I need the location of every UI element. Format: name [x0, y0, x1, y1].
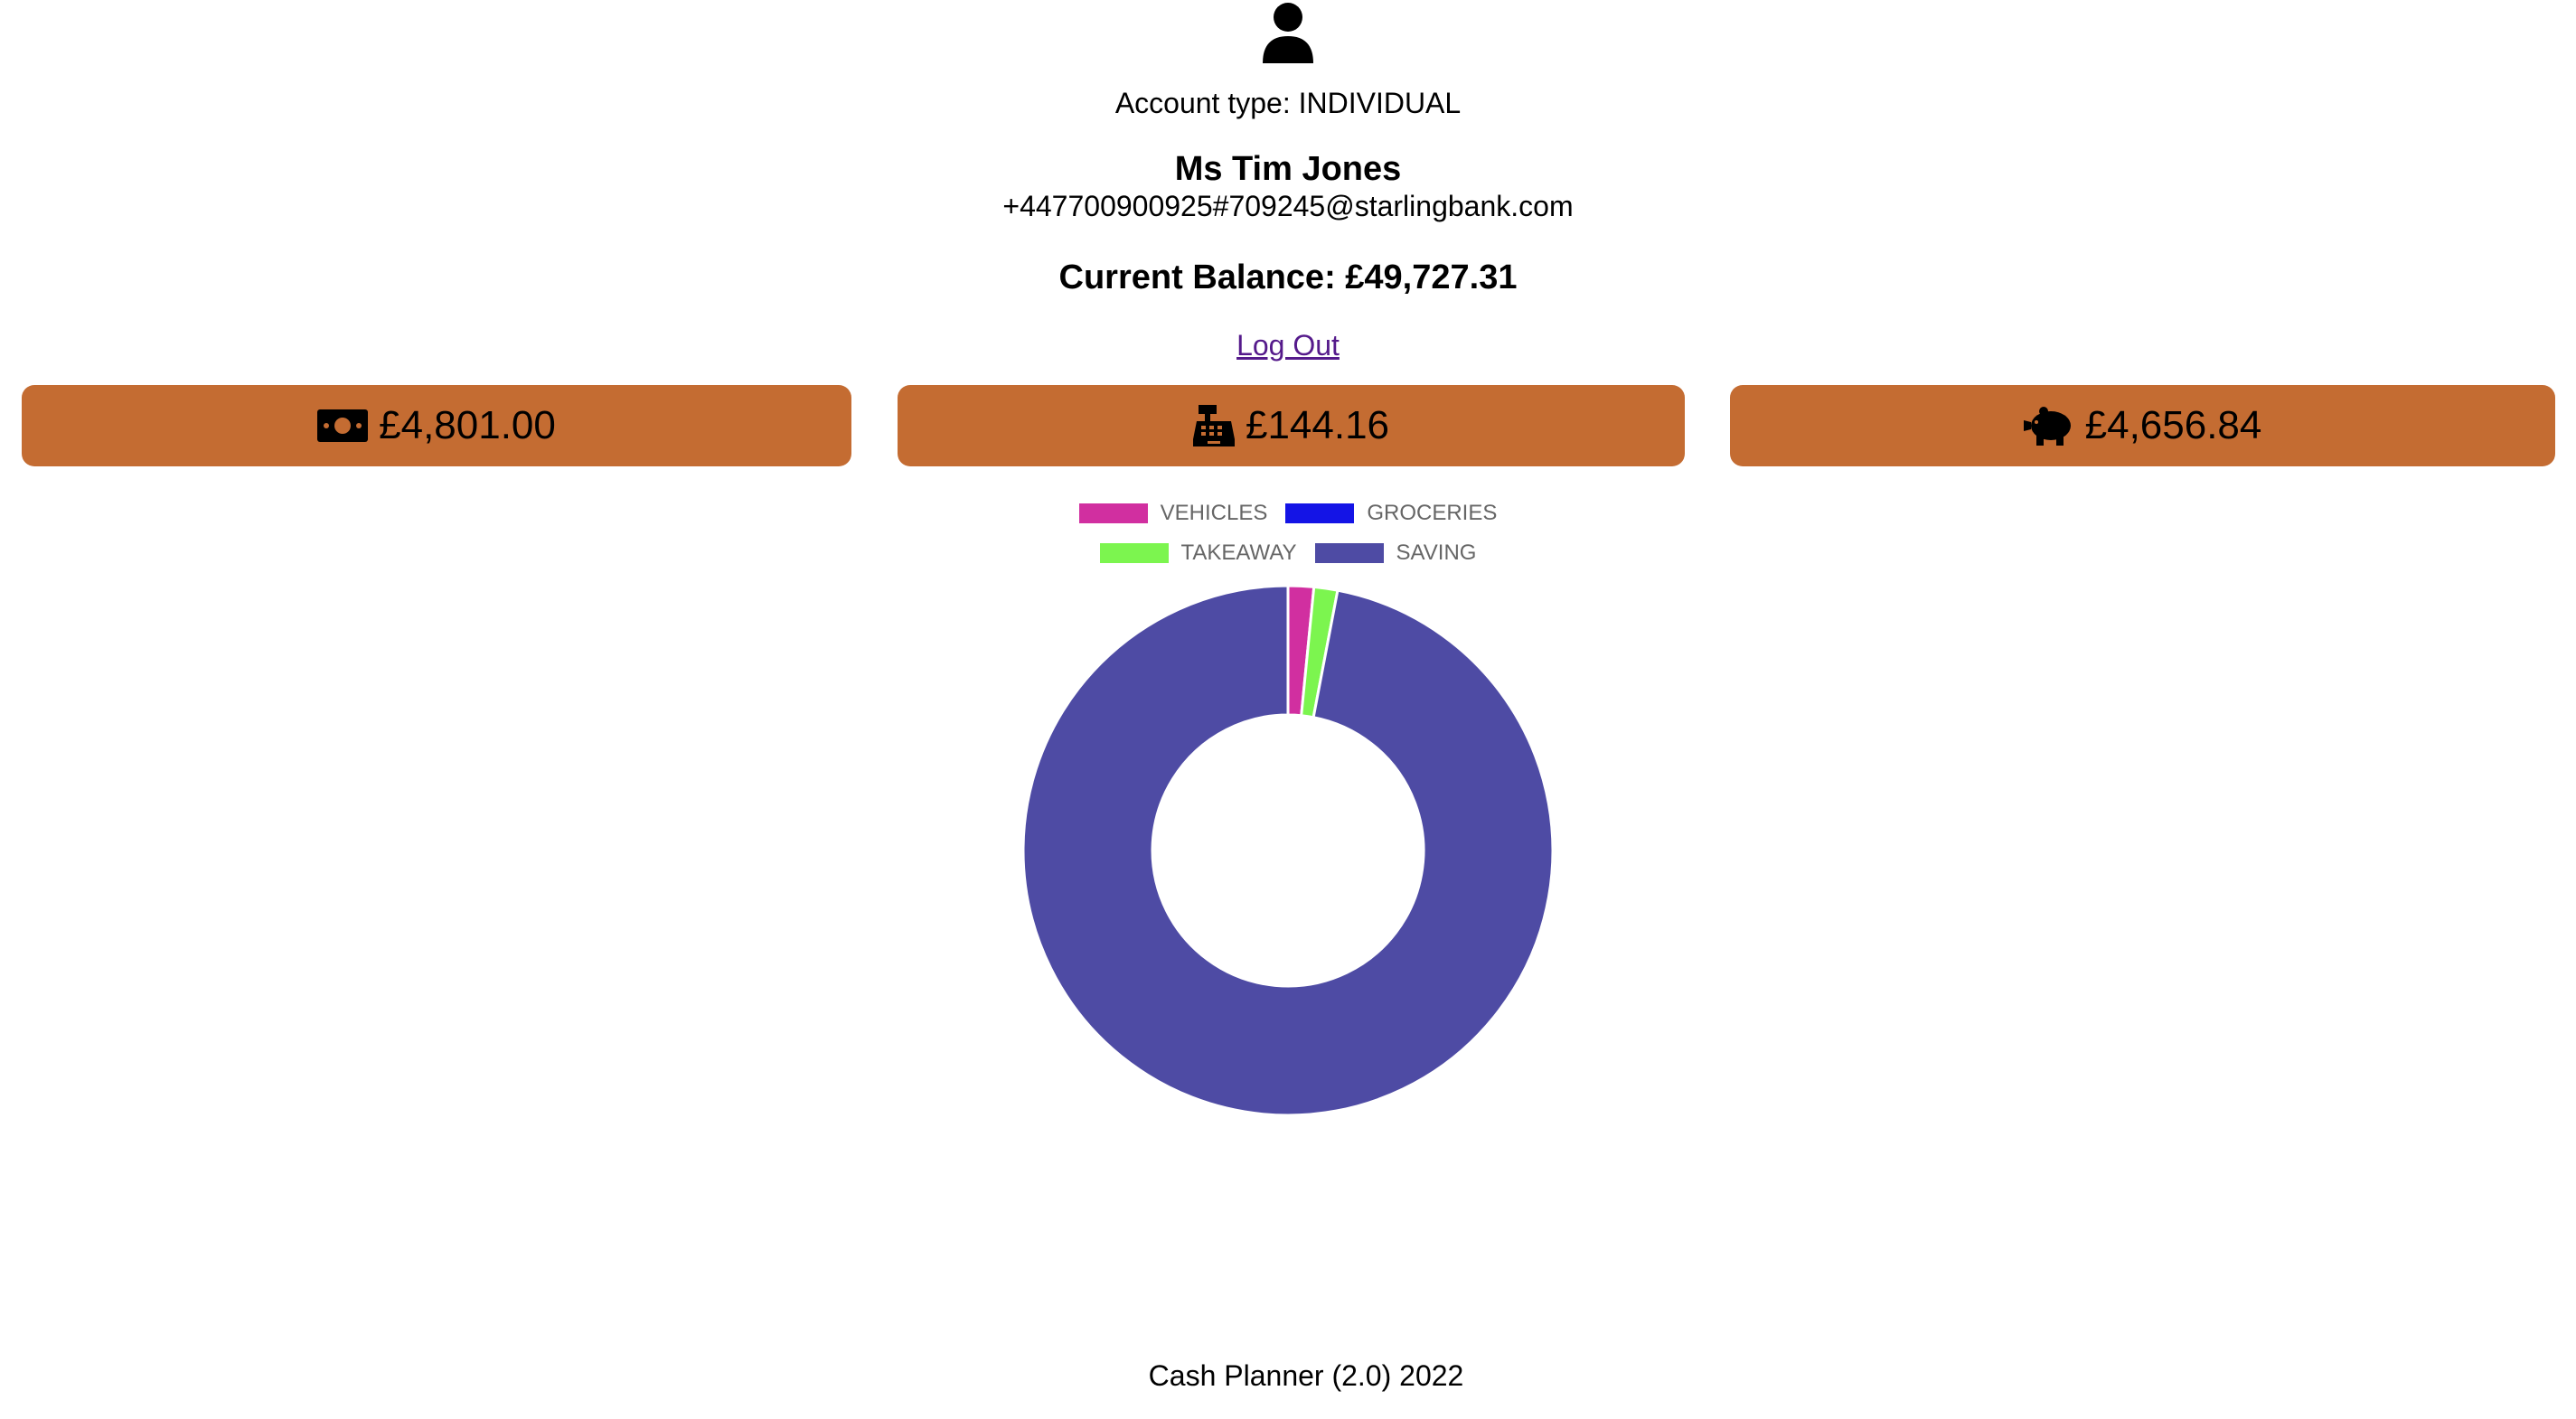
current-balance: Current Balance: £49,727.31 — [1058, 258, 1518, 296]
slice-saving[interactable] — [1021, 584, 1555, 1117]
chart-legend-row-2: TAKEAWAY SAVING — [0, 540, 2576, 566]
spent-button[interactable]: £144.16 — [898, 385, 1685, 466]
footer-text: Cash Planner (2.0) 2022 — [1148, 1359, 1464, 1392]
user-name: Ms Tim Jones — [1174, 150, 1402, 188]
user-email: +447700900925#709245@starlingbank.com — [1002, 190, 1574, 222]
legend-item-takeaway[interactable]: TAKEAWAY — [1099, 540, 1297, 566]
legend-swatch-vehicles — [1078, 503, 1148, 523]
user-icon — [1263, 3, 1313, 63]
saved-value: £4,656.84 — [2084, 403, 2262, 447]
legend-swatch-saving — [1314, 543, 1384, 563]
legend-item-saving[interactable]: SAVING — [1314, 540, 1477, 566]
legend-swatch-takeaway — [1099, 543, 1169, 563]
legend-item-vehicles[interactable]: VEHICLES — [1078, 501, 1268, 526]
income-button[interactable]: £4,801.00 — [22, 385, 851, 466]
legend-label-takeaway: TAKEAWAY — [1180, 540, 1297, 565]
account-type: Account type: INDIVIDUAL — [1114, 87, 1462, 119]
chart-legend-row-1: VEHICLES GROCERIES — [0, 501, 2576, 526]
legend-item-groceries[interactable]: GROCERIES — [1285, 501, 1497, 526]
money-bill-icon — [317, 409, 369, 442]
logout-container: Log Out — [0, 329, 2576, 362]
piggy-bank-icon — [2023, 406, 2074, 446]
legend-label-groceries: GROCERIES — [1367, 501, 1498, 525]
legend-label-saving: SAVING — [1396, 540, 1477, 565]
spending-doughnut-chart — [1021, 584, 1555, 1117]
income-value: £4,801.00 — [379, 403, 556, 447]
spent-value: £144.16 — [1245, 403, 1390, 447]
logout-link[interactable]: Log Out — [1236, 329, 1340, 362]
saved-button[interactable]: £4,656.84 — [1730, 385, 2555, 466]
legend-swatch-groceries — [1285, 503, 1355, 523]
legend-label-vehicles: VEHICLES — [1160, 501, 1268, 525]
cash-register-icon — [1192, 405, 1235, 446]
